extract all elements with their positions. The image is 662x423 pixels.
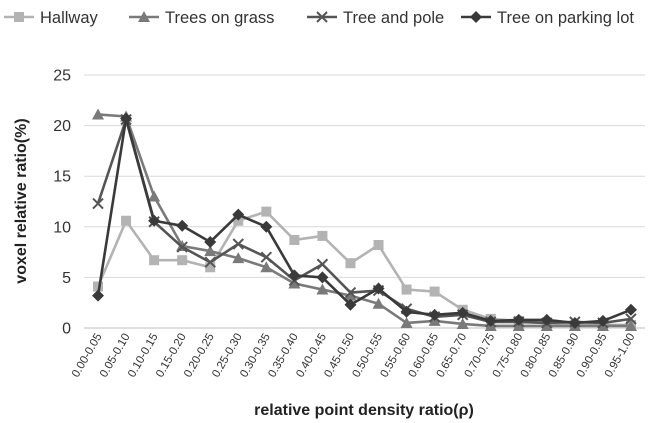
data-point-tree-and-pole bbox=[204, 256, 216, 268]
data-point-tree-on-parking-lot bbox=[372, 282, 385, 295]
plot-area bbox=[92, 108, 637, 331]
legend: Hallway Trees on grass Tree and pole Tree o… bbox=[4, 9, 634, 27]
series-line-trees-on-grass bbox=[97, 113, 631, 328]
data-point-tree-on-parking-lot bbox=[484, 314, 497, 327]
data-point-hallway bbox=[289, 234, 300, 245]
legend-marker bbox=[14, 12, 24, 22]
y-tick-label: 15 bbox=[53, 169, 71, 186]
legend-label: Hallway bbox=[40, 9, 99, 27]
x-axis-title: relative point density ratio(ρ) bbox=[254, 402, 474, 419]
legend-marker bbox=[138, 11, 150, 22]
data-point-trees-on-grass bbox=[232, 252, 245, 264]
data-point-tree-on-parking-lot bbox=[260, 220, 273, 233]
y-tick-label: 10 bbox=[53, 219, 71, 236]
marker-stroke bbox=[344, 286, 357, 299]
data-point-trees-on-grass bbox=[344, 289, 357, 301]
data-point-trees-on-grass bbox=[92, 108, 105, 120]
data-point-tree-on-parking-lot bbox=[148, 214, 161, 227]
data-point-tree-on-parking-lot bbox=[400, 305, 413, 318]
legend-item-trees-on-grass: Trees on grass bbox=[129, 9, 274, 27]
data-point-hallway bbox=[93, 281, 104, 292]
data-point-trees-on-grass bbox=[260, 261, 273, 273]
legend-label: Tree and pole bbox=[343, 9, 444, 27]
data-point-tree-and-pole bbox=[92, 197, 104, 210]
data-point-trees-on-grass bbox=[456, 317, 469, 329]
marker-stroke bbox=[625, 313, 637, 325]
marker-stroke bbox=[316, 11, 328, 23]
data-point-tree-on-parking-lot bbox=[92, 289, 105, 302]
data-point-tree-on-parking-lot bbox=[456, 306, 469, 319]
data-point-hallway bbox=[317, 230, 328, 241]
data-point-tree-on-parking-lot bbox=[316, 271, 329, 284]
marker-stroke bbox=[204, 256, 216, 268]
data-point-hallway bbox=[345, 258, 356, 269]
legend-label: Trees on grass bbox=[165, 9, 274, 27]
legend-label: Tree on parking lot bbox=[497, 9, 634, 27]
data-point-tree-and-pole bbox=[316, 258, 329, 270]
data-point-hallway bbox=[177, 255, 188, 266]
data-point-tree-on-parking-lot bbox=[512, 313, 525, 326]
legend-item-tree-and-pole: Tree and pole bbox=[307, 9, 444, 27]
data-point-hallway bbox=[261, 206, 272, 217]
data-point-hallway bbox=[401, 284, 412, 295]
y-axis-title: voxel relative ratio(%) bbox=[13, 118, 30, 283]
marker-stroke bbox=[176, 241, 188, 253]
data-point-trees-on-grass bbox=[204, 245, 217, 257]
data-point-tree-on-parking-lot bbox=[204, 235, 217, 248]
legend-marker bbox=[316, 11, 328, 23]
data-point-hallway bbox=[149, 255, 160, 266]
marker-stroke bbox=[316, 258, 329, 270]
data-point-tree-on-parking-lot bbox=[120, 112, 133, 125]
legend-marker bbox=[470, 11, 482, 23]
series-tree-on-parking-lot bbox=[92, 112, 637, 329]
data-point-tree-on-parking-lot bbox=[624, 303, 637, 316]
data-point-tree-on-parking-lot bbox=[568, 316, 581, 329]
data-point-hallway bbox=[121, 215, 132, 226]
y-tick-label: 0 bbox=[62, 321, 71, 338]
data-point-tree-and-pole bbox=[625, 313, 637, 325]
series-line-hallway bbox=[96, 210, 631, 327]
data-point-hallway bbox=[233, 215, 244, 226]
data-point-hallway bbox=[429, 286, 440, 297]
data-point-tree-on-parking-lot bbox=[540, 313, 553, 326]
data-point-trees-on-grass bbox=[316, 283, 329, 295]
legend-item-tree-on-parking-lot: Tree on parking lot bbox=[461, 9, 634, 27]
data-point-tree-on-parking-lot bbox=[232, 208, 245, 221]
data-point-tree-and-pole bbox=[176, 241, 188, 253]
data-point-trees-on-grass bbox=[400, 316, 413, 328]
data-point-tree-on-parking-lot bbox=[176, 219, 189, 232]
data-point-trees-on-grass bbox=[624, 319, 637, 331]
axes: 05101520250.00-0.050.05-0.100.10-0.150.1… bbox=[53, 68, 645, 380]
data-point-trees-on-grass bbox=[372, 297, 385, 309]
data-point-tree-on-parking-lot bbox=[288, 269, 301, 282]
data-point-tree-on-parking-lot bbox=[596, 314, 609, 327]
y-tick-label: 20 bbox=[53, 118, 71, 135]
data-point-tree-and-pole bbox=[232, 238, 244, 250]
data-point-trees-on-grass bbox=[148, 190, 161, 202]
y-tick-label: 25 bbox=[53, 68, 71, 85]
data-point-hallway bbox=[205, 262, 216, 273]
data-point-tree-on-parking-lot bbox=[428, 308, 441, 321]
marker-stroke bbox=[260, 251, 273, 263]
data-point-tree-on-parking-lot bbox=[344, 298, 357, 311]
data-point-hallway bbox=[373, 240, 384, 251]
marker-stroke bbox=[232, 238, 244, 250]
series-line-tree-and-pole bbox=[96, 118, 632, 325]
data-point-tree-and-pole bbox=[260, 251, 273, 263]
y-tick-label: 5 bbox=[62, 270, 71, 287]
data-point-tree-and-pole bbox=[344, 286, 357, 299]
data-point-trees-on-grass bbox=[288, 277, 301, 289]
gridlines bbox=[84, 74, 645, 278]
marker-stroke bbox=[92, 197, 104, 210]
legend-item-hallway: Hallway bbox=[4, 9, 99, 27]
